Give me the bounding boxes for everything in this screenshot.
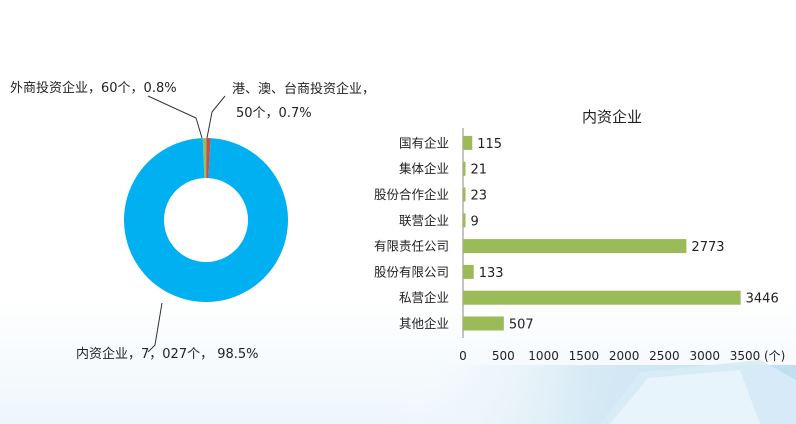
x-tick-label: 2000 <box>609 349 640 363</box>
category-label: 国有企业 <box>399 135 449 150</box>
bar <box>463 239 687 254</box>
x-tick-label: 1000 <box>528 349 559 363</box>
category-label: 股份合作企业 <box>374 187 449 202</box>
category-label: 有限责任公司 <box>374 239 449 254</box>
donut-slice-1 <box>206 138 211 179</box>
bar <box>463 264 474 279</box>
bars <box>463 135 741 331</box>
donut-slice-2 <box>202 138 207 179</box>
leader-line-domestic <box>147 302 163 353</box>
bar <box>463 213 466 228</box>
x-tick-label: 1500 <box>569 349 600 363</box>
x-tick-label: 3000 <box>689 349 720 363</box>
bar <box>463 187 466 202</box>
x-tick-label: 0 <box>459 349 467 363</box>
donut-slice-0 <box>124 138 289 302</box>
x-tick-labels: 0 500 1000 1500 2000 2500 3000 3500 <box>459 349 760 363</box>
bar-value-label: 9 <box>471 214 479 229</box>
category-label: 私营企业 <box>399 290 449 305</box>
leader-lines <box>147 95 226 353</box>
x-tick-label: 500 <box>492 349 515 363</box>
bar <box>463 135 473 150</box>
bar-value-label: 133 <box>479 266 504 281</box>
bar-value-label: 115 <box>477 137 502 152</box>
bar-value-label: 3446 <box>746 292 779 307</box>
leader-line-foreign <box>147 95 203 139</box>
slice-label-hmt-line1: 港、澳、台商投资企业， <box>232 81 375 97</box>
bar-chart-title: 内资企业 <box>582 108 642 126</box>
bar <box>463 161 466 176</box>
donut-slices <box>124 138 289 302</box>
x-tick-label: 3500 <box>730 349 761 363</box>
slice-label-foreign: 外商投资企业，60个，0.8% <box>10 80 177 96</box>
bar <box>463 290 741 305</box>
leader-line-hmt <box>206 95 226 139</box>
slice-label-domestic: 内资企业，7，027个， 98.5% <box>76 346 259 362</box>
bar-value-label: 21 <box>471 163 488 178</box>
bar <box>463 316 504 331</box>
value-labels: 115 21 23 9 2773 133 3446 507 <box>471 137 779 333</box>
category-label: 股份有限公司 <box>374 264 449 279</box>
x-tick-label: 2500 <box>649 349 680 363</box>
category-label: 集体企业 <box>399 161 449 176</box>
bar-value-label: 23 <box>471 189 488 204</box>
category-label: 联营企业 <box>399 213 449 228</box>
slice-label-hmt-line2: 50个，0.7% <box>236 106 312 121</box>
bar-value-label: 507 <box>509 318 534 333</box>
category-label: 其他企业 <box>399 316 449 331</box>
bar-value-label: 2773 <box>691 240 724 255</box>
x-unit-label: (个) <box>764 349 785 363</box>
